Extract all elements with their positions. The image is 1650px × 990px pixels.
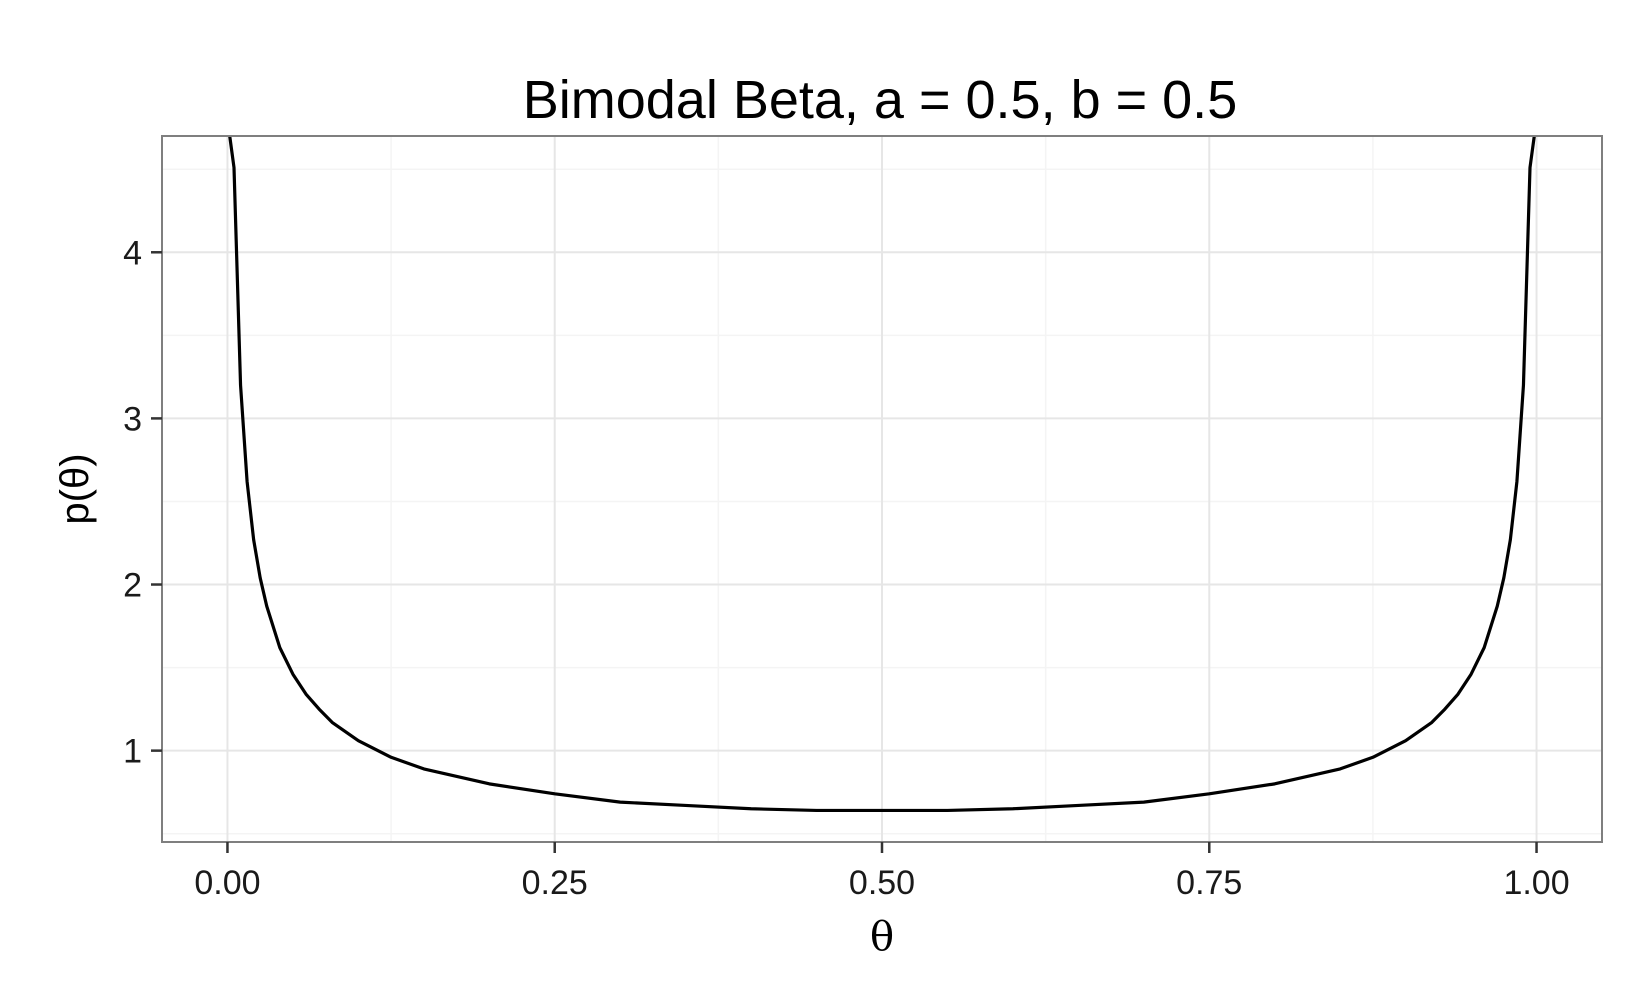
data-lines — [228, 136, 1536, 813]
y-tick-label: 4 — [123, 234, 142, 272]
y-axis-title: p(θ) — [53, 453, 97, 524]
x-tick-label: 0.50 — [849, 864, 915, 902]
x-axis: 0.00 0.25 0.50 0.75 1.00 — [194, 842, 1570, 902]
x-tick-label: 0.75 — [1176, 864, 1242, 902]
y-tick-label: 2 — [123, 567, 142, 605]
y-tick-label: 3 — [123, 400, 142, 438]
x-axis-title: θ — [870, 914, 894, 960]
x-tick-label: 1.00 — [1503, 864, 1569, 902]
grid — [162, 136, 1602, 842]
y-axis: 1 2 3 4 — [123, 234, 162, 771]
x-tick-label: 0.25 — [522, 864, 588, 902]
series-line — [228, 136, 1536, 813]
x-tick-label: 0.00 — [194, 864, 260, 902]
chart-title: Bimodal Beta, a = 0.5, b = 0.5 — [523, 70, 1237, 130]
y-tick-label: 1 — [123, 733, 142, 771]
